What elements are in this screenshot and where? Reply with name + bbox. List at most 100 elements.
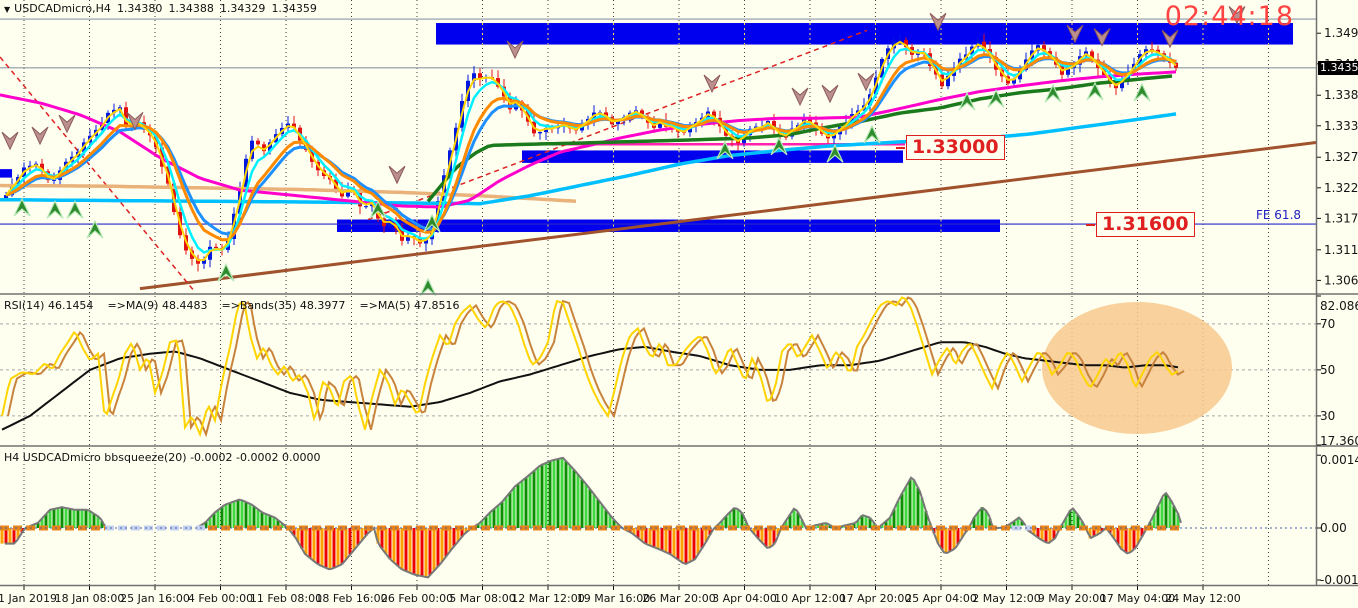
squeeze-bar: [972, 517, 976, 528]
squeeze-bar: [580, 479, 584, 528]
squeeze-bar: [572, 469, 576, 528]
squeeze-bar: [596, 499, 600, 528]
squeeze-axis[interactable]: 0.0014 0.00 -0.001: [1317, 453, 1358, 587]
squeeze-bar: [772, 528, 776, 545]
time-axis-label[interactable]: 25 Jan 16:00: [120, 592, 190, 605]
squeeze-bar: [48, 509, 52, 528]
squeeze-bar: [1148, 522, 1152, 528]
squeeze-axis-label[interactable]: 0.00: [1320, 521, 1347, 535]
level-text: 1.31600: [1102, 213, 1189, 235]
squeeze-bar: [520, 480, 524, 528]
panel-borders: [0, 0, 1358, 587]
squeeze-bar: [400, 528, 404, 570]
candle-body: [52, 179, 56, 181]
price-level-label-13160[interactable]: 1.31600: [1086, 212, 1195, 237]
time-axis-label[interactable]: 2 May 12:00: [972, 592, 1040, 605]
candle-body: [640, 110, 644, 117]
candle-body: [472, 73, 476, 81]
squeeze-bar: [36, 522, 40, 528]
squeeze-bar: [824, 522, 828, 528]
price-axis-label[interactable]: 1.31145: [1324, 243, 1358, 257]
symbol-dropdown-icon[interactable]: ▼: [4, 5, 11, 14]
squeeze-axis-label[interactable]: 0.0014: [1320, 453, 1358, 467]
rsi-axis[interactable]: 82.0867 70 50 30 17.3601: [1317, 295, 1358, 448]
squeeze-axis-label[interactable]: -0.001: [1320, 573, 1358, 587]
squeeze-bar: [868, 517, 872, 528]
sell-arrow-icon: [1, 131, 19, 151]
rsi-axis-label[interactable]: 17.3601: [1320, 434, 1358, 448]
time-axis-label[interactable]: 11 Feb 08:00: [250, 592, 322, 605]
sell-arrow-icon: [821, 84, 839, 104]
price-level-label-13300[interactable]: 1.33000: [896, 135, 1005, 160]
time-axis-label[interactable]: 26 Mar 20:00: [642, 592, 715, 605]
squeeze-bar: [1172, 505, 1176, 528]
squeeze-bar: [980, 507, 984, 528]
squeeze-bar: [1016, 518, 1020, 528]
rsi-axis-label[interactable]: 82.0867: [1320, 299, 1358, 313]
candle-body: [904, 40, 908, 48]
time-axis-label[interactable]: 17 Apr 20:00: [840, 592, 912, 605]
squeeze-bar: [684, 528, 688, 564]
sell-arrow-icon: [1093, 28, 1111, 47]
candle-body: [1042, 45, 1046, 52]
time-axis-label[interactable]: 26 Feb 00:00: [381, 592, 453, 605]
squeeze-bar: [988, 518, 992, 528]
time-axis-label[interactable]: 3 Apr 04:00: [712, 592, 777, 605]
price-axis-label[interactable]: 1.31700: [1324, 211, 1358, 225]
time-axis-label[interactable]: 4 Feb 00:00: [188, 592, 253, 605]
squeeze-bar: [828, 525, 832, 528]
rsi-line: [1, 296, 1179, 438]
price-axis-label[interactable]: 1.34970: [1324, 26, 1358, 40]
time-axis-label[interactable]: 12 Mar 12:00: [511, 592, 584, 605]
candle-countdown-timer: 02:44:18: [1164, 1, 1294, 32]
price-axis-label[interactable]: 1.32240: [1324, 181, 1358, 195]
squeeze-bar: [1048, 528, 1052, 543]
zone-rect: [0, 169, 12, 178]
fib-expansion-label[interactable]: FE 61.8: [1256, 208, 1302, 222]
squeeze-bar: [548, 461, 552, 528]
squeeze-bar: [744, 521, 748, 528]
time-axis-label[interactable]: 18 Jan 08:00: [55, 592, 125, 605]
squeeze-bar: [1012, 521, 1016, 528]
candle-body: [772, 121, 776, 130]
time-axis-label[interactable]: 19 Mar 16:00: [577, 592, 650, 605]
time-axis-label[interactable]: 10 Apr 12:00: [774, 592, 846, 605]
squeeze-bar: [1132, 528, 1136, 550]
buy-arrow-icon: [419, 277, 437, 297]
squeeze-header: H4 USDCADmicro bbsqueeze(20) -0.0002 -0.…: [4, 451, 320, 464]
price-axis-label[interactable]: 1.33875: [1324, 88, 1358, 102]
rsi-axis-label[interactable]: 50: [1320, 363, 1335, 377]
time-axis-label[interactable]: 24 May 12:00: [1165, 592, 1240, 605]
squeeze-bar: [488, 512, 492, 528]
buy-arrow-icon: [86, 219, 104, 239]
time-axis-label[interactable]: 9 May 20:00: [1038, 592, 1106, 605]
squeeze-bar: [536, 467, 540, 528]
rsi-axis-label[interactable]: 30: [1320, 409, 1335, 423]
price-axis-label[interactable]: 1.32780: [1324, 150, 1358, 164]
level-text: 1.33000: [912, 136, 999, 158]
zone-rect: [337, 219, 1000, 232]
time-axis-label[interactable]: 18 Feb 16:00: [315, 592, 387, 605]
squeeze-bar: [308, 528, 312, 558]
time-axis-label[interactable]: 11 Jan 2019: [0, 592, 57, 605]
price-axis-label[interactable]: 1.33335: [1324, 119, 1358, 133]
squeeze-bar: [792, 508, 796, 528]
time-axis-label[interactable]: 17 May 04:00: [1100, 592, 1175, 605]
squeeze-bar: [612, 519, 616, 528]
squeeze-bar: [512, 487, 516, 528]
sell-arrow-icon: [31, 126, 49, 146]
squeeze-bar: [388, 528, 392, 560]
squeeze-bar: [416, 528, 420, 576]
squeeze-bar: [328, 528, 332, 570]
candle-body: [538, 132, 542, 134]
rsi-axis-label[interactable]: 70: [1320, 317, 1335, 331]
squeeze-bar: [904, 486, 908, 528]
time-axis-label[interactable]: 5 Mar 08:00: [449, 592, 515, 605]
squeeze-bar: [304, 528, 308, 555]
squeeze-bar: [788, 514, 792, 528]
time-axis-label[interactable]: 25 Apr 04:00: [905, 592, 977, 605]
price-axis-label[interactable]: 1.30605: [1324, 273, 1358, 287]
squeeze-bar: [644, 528, 648, 544]
